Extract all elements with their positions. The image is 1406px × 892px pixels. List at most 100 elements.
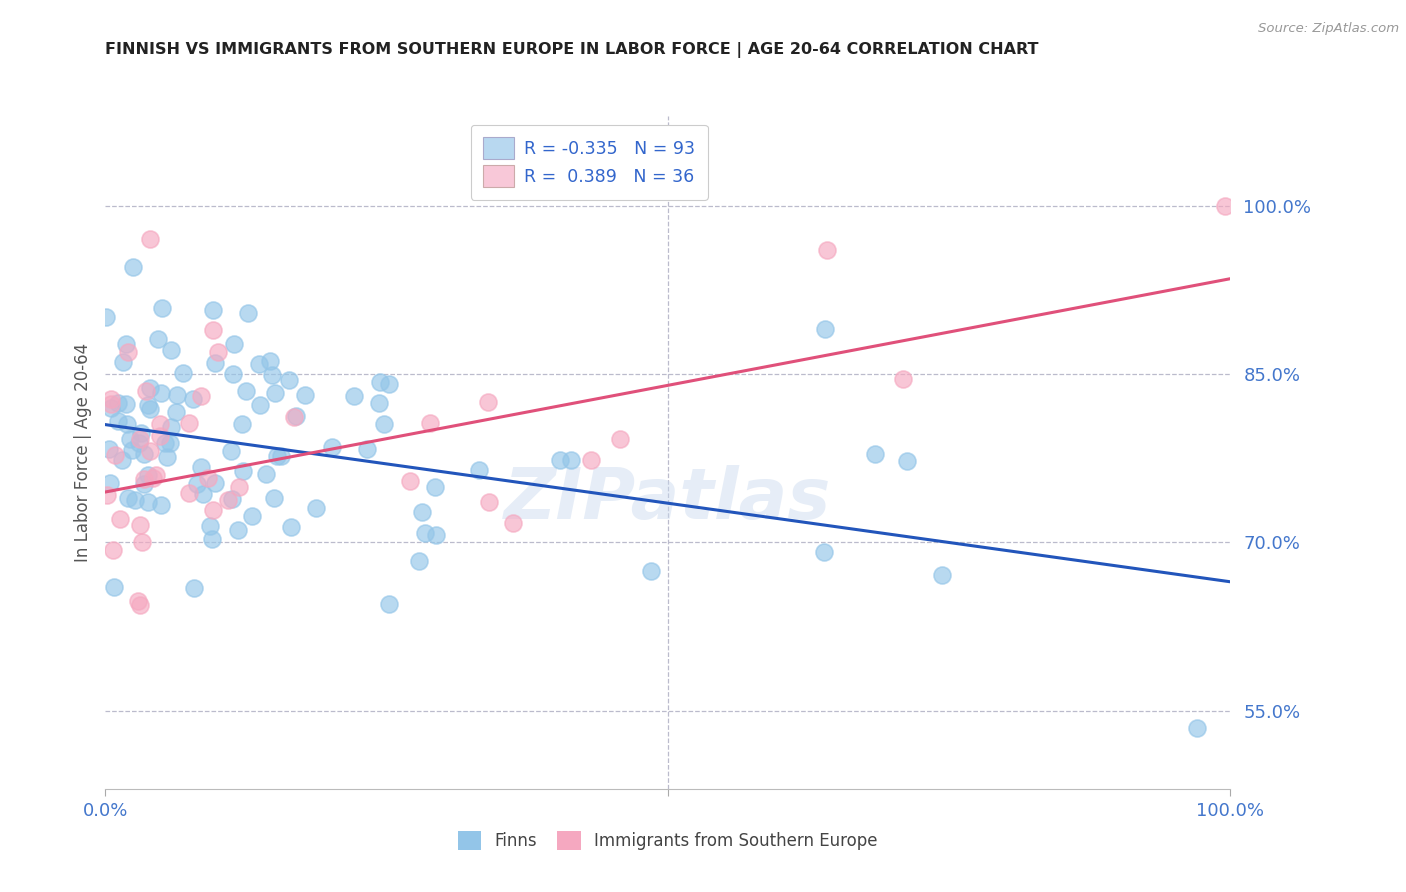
Point bbox=[305, 501, 328, 516]
Point bbox=[160, 420, 183, 434]
Point bbox=[368, 376, 391, 390]
Point bbox=[228, 523, 250, 537]
Point bbox=[181, 392, 204, 406]
Point bbox=[217, 492, 239, 507]
Point bbox=[115, 417, 138, 431]
Point bbox=[468, 463, 491, 477]
Point bbox=[278, 373, 301, 387]
Point bbox=[419, 416, 441, 430]
Point bbox=[378, 376, 401, 391]
Point bbox=[813, 545, 835, 559]
Point bbox=[198, 519, 221, 533]
Point bbox=[100, 475, 122, 490]
Point bbox=[1213, 199, 1236, 213]
Point bbox=[115, 337, 138, 351]
Point bbox=[201, 532, 224, 546]
Point bbox=[411, 505, 433, 519]
Point bbox=[115, 397, 138, 411]
Point bbox=[413, 525, 436, 540]
Point bbox=[232, 464, 254, 478]
Point bbox=[132, 476, 155, 491]
Point bbox=[160, 343, 183, 358]
Point bbox=[367, 396, 389, 410]
Point bbox=[100, 392, 122, 406]
Point bbox=[219, 443, 242, 458]
Point bbox=[128, 598, 150, 612]
Text: ZIPatlas: ZIPatlas bbox=[505, 466, 831, 534]
Point bbox=[266, 449, 288, 463]
Point bbox=[156, 450, 179, 464]
Point bbox=[139, 444, 162, 458]
Point bbox=[148, 332, 170, 346]
Point bbox=[548, 453, 571, 467]
Point bbox=[107, 396, 129, 410]
Y-axis label: In Labor Force | Age 20-64: In Labor Force | Age 20-64 bbox=[73, 343, 91, 562]
Point bbox=[97, 442, 120, 456]
Point bbox=[222, 368, 245, 382]
Point bbox=[814, 322, 837, 336]
Point bbox=[100, 397, 122, 411]
Point bbox=[136, 467, 159, 482]
Legend: Finns, Immigrants from Southern Europe: Finns, Immigrants from Southern Europe bbox=[450, 822, 886, 858]
Point bbox=[640, 564, 662, 578]
Point bbox=[129, 432, 152, 446]
Point bbox=[138, 495, 160, 509]
Point bbox=[1185, 721, 1208, 735]
Point bbox=[378, 597, 401, 611]
Point bbox=[128, 436, 150, 450]
Point bbox=[121, 442, 143, 457]
Point bbox=[131, 534, 153, 549]
Text: FINNISH VS IMMIGRANTS FROM SOUTHERN EUROPE IN LABOR FORCE | AGE 20-64 CORRELATIO: FINNISH VS IMMIGRANTS FROM SOUTHERN EURO… bbox=[105, 42, 1039, 58]
Point bbox=[100, 401, 122, 415]
Point bbox=[132, 447, 155, 461]
Point bbox=[270, 449, 292, 463]
Point bbox=[103, 543, 125, 558]
Point bbox=[96, 310, 118, 324]
Point bbox=[896, 454, 918, 468]
Point bbox=[150, 301, 173, 316]
Point bbox=[356, 442, 378, 457]
Point bbox=[579, 453, 602, 467]
Point bbox=[240, 509, 263, 524]
Point bbox=[201, 303, 224, 318]
Point bbox=[283, 410, 305, 425]
Point bbox=[477, 395, 499, 409]
Point bbox=[815, 243, 838, 257]
Point bbox=[891, 372, 914, 386]
Point bbox=[134, 472, 156, 486]
Point bbox=[145, 467, 167, 482]
Point bbox=[117, 344, 139, 359]
Point bbox=[127, 594, 149, 608]
Point bbox=[280, 519, 302, 533]
Point bbox=[149, 417, 172, 431]
Point bbox=[165, 405, 187, 419]
Point bbox=[149, 428, 172, 442]
Point bbox=[172, 366, 194, 380]
Point bbox=[120, 432, 142, 446]
Text: Source: ZipAtlas.com: Source: ZipAtlas.com bbox=[1258, 22, 1399, 36]
Point bbox=[204, 356, 226, 370]
Point bbox=[201, 503, 224, 517]
Point bbox=[177, 485, 200, 500]
Point bbox=[560, 453, 582, 467]
Point bbox=[139, 381, 162, 395]
Point bbox=[609, 432, 631, 446]
Point bbox=[863, 447, 886, 461]
Point bbox=[264, 386, 287, 401]
Point bbox=[931, 568, 953, 582]
Point bbox=[477, 495, 499, 509]
Point bbox=[103, 580, 125, 594]
Point bbox=[321, 440, 343, 454]
Point bbox=[263, 491, 285, 506]
Point bbox=[262, 368, 284, 382]
Point bbox=[139, 232, 162, 246]
Point bbox=[373, 417, 395, 432]
Point bbox=[129, 425, 152, 440]
Point bbox=[159, 435, 181, 450]
Point bbox=[135, 384, 157, 398]
Point bbox=[183, 581, 205, 595]
Point bbox=[141, 471, 163, 485]
Point bbox=[129, 517, 152, 532]
Point bbox=[249, 398, 271, 412]
Point bbox=[104, 448, 127, 462]
